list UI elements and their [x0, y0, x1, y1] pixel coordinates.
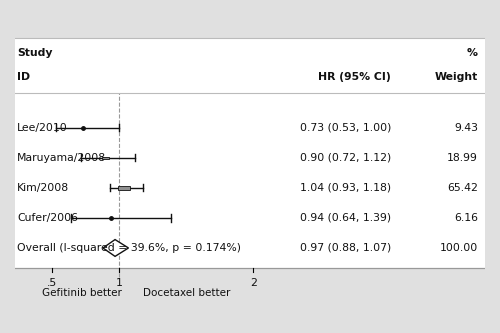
- Polygon shape: [103, 239, 128, 256]
- Text: 9.43: 9.43: [454, 123, 478, 133]
- Text: 0.90 (0.72, 1.12): 0.90 (0.72, 1.12): [300, 153, 391, 163]
- Text: .5: .5: [47, 278, 57, 288]
- Text: 1: 1: [116, 278, 122, 288]
- Text: Kim/2008: Kim/2008: [18, 183, 70, 193]
- Text: 2: 2: [250, 278, 257, 288]
- Text: Maruyama/2008: Maruyama/2008: [18, 153, 106, 163]
- Text: 100.00: 100.00: [440, 243, 478, 253]
- Text: 6.16: 6.16: [454, 213, 478, 223]
- Text: Study: Study: [18, 48, 53, 58]
- Text: 1.04 (0.93, 1.18): 1.04 (0.93, 1.18): [300, 183, 391, 193]
- Text: HR (95% CI): HR (95% CI): [318, 72, 391, 82]
- Text: 65.42: 65.42: [447, 183, 478, 193]
- Text: 0.97 (0.88, 1.07): 0.97 (0.88, 1.07): [300, 243, 391, 253]
- Text: Docetaxel better: Docetaxel better: [142, 288, 230, 298]
- Text: Weight: Weight: [434, 72, 478, 82]
- Text: Lee/2010: Lee/2010: [18, 123, 68, 133]
- Bar: [102, 157, 109, 159]
- Text: %: %: [467, 48, 478, 58]
- Text: ID: ID: [18, 72, 30, 82]
- Text: Cufer/2006: Cufer/2006: [18, 213, 78, 223]
- Text: Overall (I-squared = 39.6%, p = 0.174%): Overall (I-squared = 39.6%, p = 0.174%): [18, 243, 241, 253]
- FancyBboxPatch shape: [15, 38, 485, 267]
- Text: Gefitinib better: Gefitinib better: [42, 288, 121, 298]
- Text: 0.94 (0.64, 1.39): 0.94 (0.64, 1.39): [300, 213, 391, 223]
- Text: 0.73 (0.53, 1.00): 0.73 (0.53, 1.00): [300, 123, 391, 133]
- Text: 18.99: 18.99: [447, 153, 478, 163]
- Bar: [118, 186, 130, 190]
